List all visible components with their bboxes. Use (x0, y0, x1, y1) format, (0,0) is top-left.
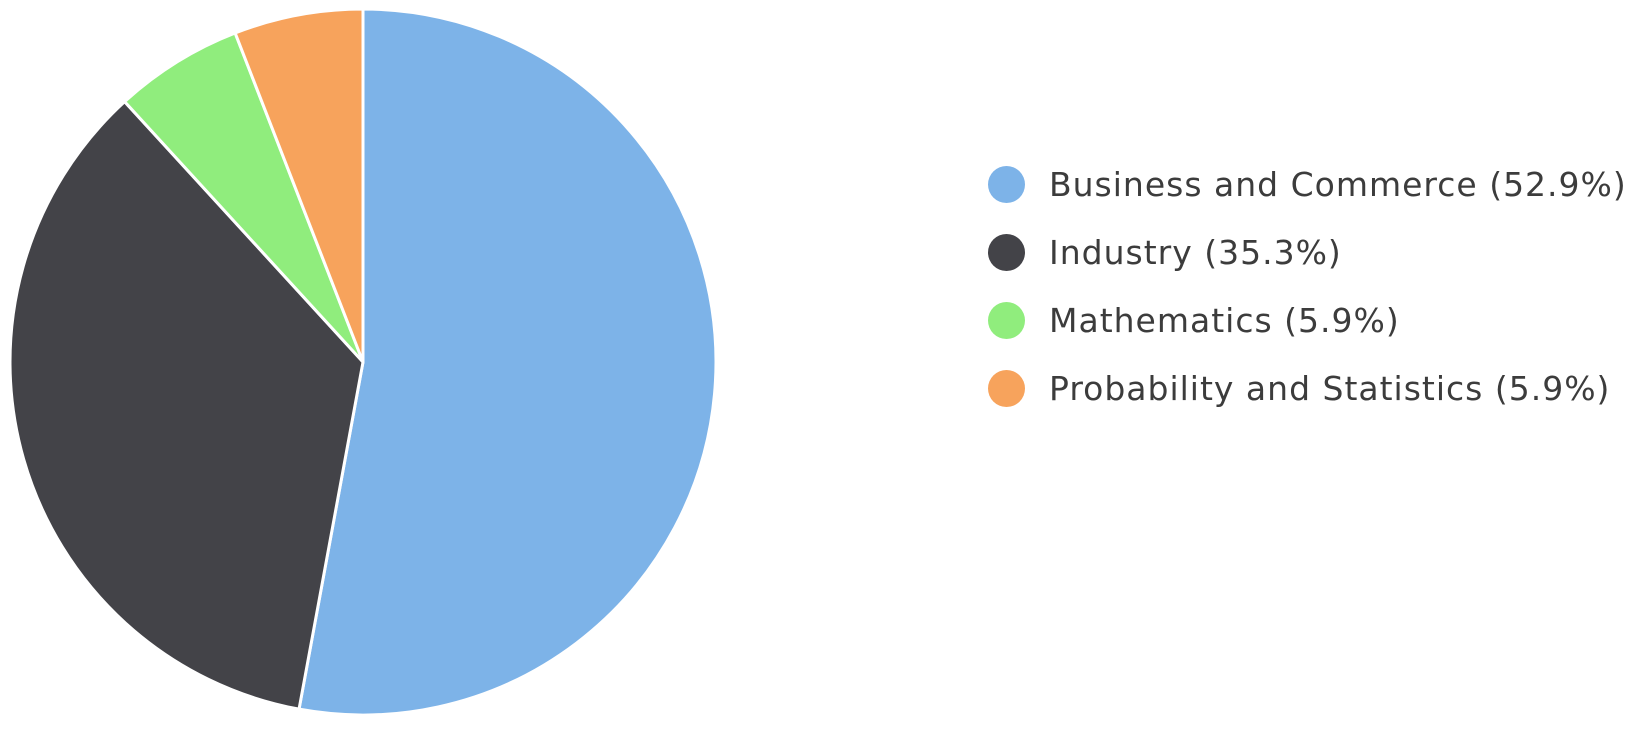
legend: Business and Commerce (52.9%) Industry (3… (988, 150, 1627, 422)
legend-swatch (988, 301, 1025, 339)
legend-item-mathematics[interactable]: Mathematics (5.9%) (988, 286, 1627, 354)
pie-slice-business-and-commerce[interactable] (297, 7, 718, 717)
legend-label: Probability and Statistics (5.9%) (1049, 368, 1611, 408)
legend-label: Business and Commerce (52.9%) (1049, 164, 1627, 204)
pie-slice-mathematics[interactable] (123, 31, 365, 364)
legend-item-industry[interactable]: Industry (35.3%) (988, 218, 1627, 286)
pie-slice-probability-and-statistics[interactable] (233, 7, 365, 364)
legend-item-probability-and-statistics[interactable]: Probability and Statistics (5.9%) (988, 354, 1627, 422)
legend-label: Industry (35.3%) (1049, 232, 1342, 272)
legend-swatch (988, 165, 1025, 203)
legend-label: Mathematics (5.9%) (1049, 300, 1400, 340)
legend-swatch (988, 369, 1025, 407)
pie-plot-area (8, 7, 718, 717)
legend-swatch (988, 233, 1025, 271)
pie-slice-industry[interactable] (8, 100, 365, 711)
legend-item-business-and-commerce[interactable]: Business and Commerce (52.9%) (988, 150, 1627, 218)
